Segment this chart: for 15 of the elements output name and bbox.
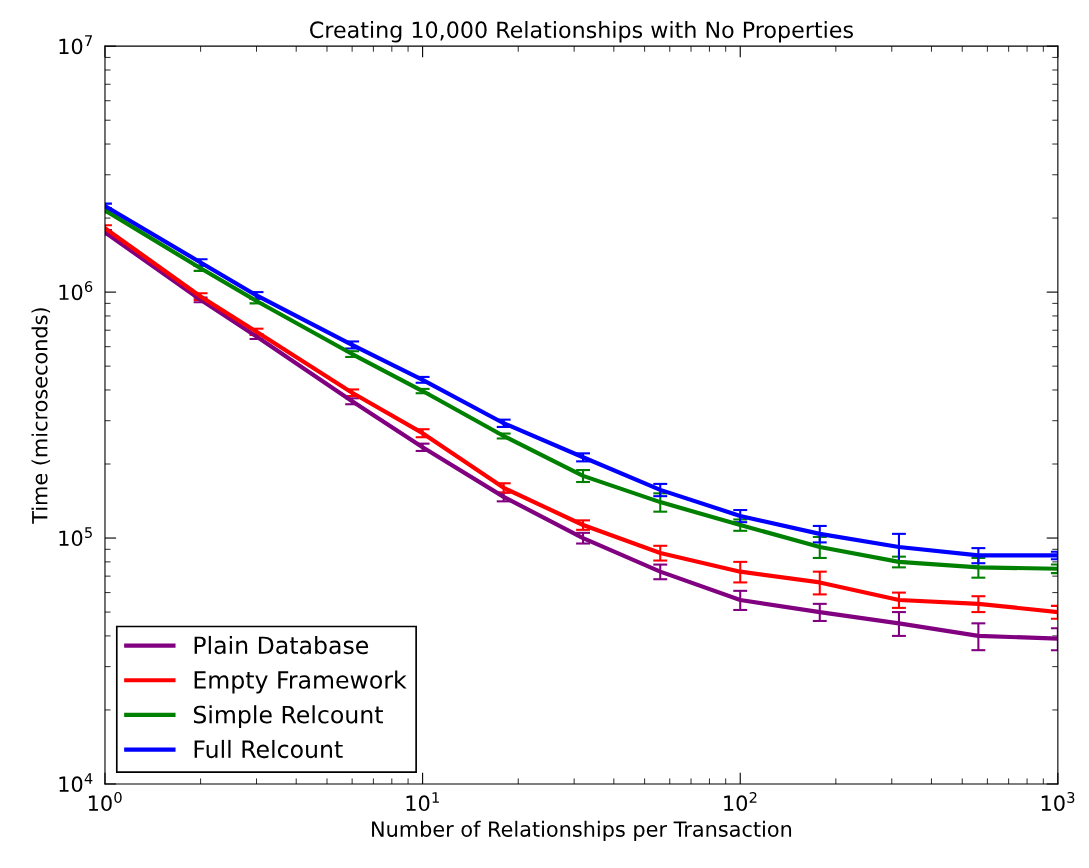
y-tick-label: 10$^{4}$ bbox=[59, 773, 93, 793]
y-axis-title: Time (microseconds) bbox=[31, 308, 51, 524]
x-tick-label: 10$^{2}$ bbox=[724, 791, 757, 812]
x-tick-label: 10$^{0}$ bbox=[88, 791, 122, 812]
legend-label: Simple Relcount bbox=[193, 705, 383, 729]
y-tick-label: 10$^{6}$ bbox=[59, 281, 93, 301]
legend-label: Full Relcount bbox=[194, 739, 343, 759]
x-tick-label: 10$^{3}$ bbox=[1041, 791, 1075, 812]
x-tick-label: 10$^{1}$ bbox=[406, 792, 439, 812]
x-axis-title: Number of Relationships per Transaction bbox=[372, 820, 792, 841]
chart-title: Creating 10,000 Relationships with No Properties bbox=[310, 20, 853, 43]
legend-label: Empty Framework bbox=[194, 670, 407, 694]
y-tick-label: 10$^{7}$ bbox=[59, 35, 92, 55]
legend-label: Plain Database bbox=[194, 635, 369, 655]
y-tick-label: 10$^{5}$ bbox=[59, 527, 92, 547]
